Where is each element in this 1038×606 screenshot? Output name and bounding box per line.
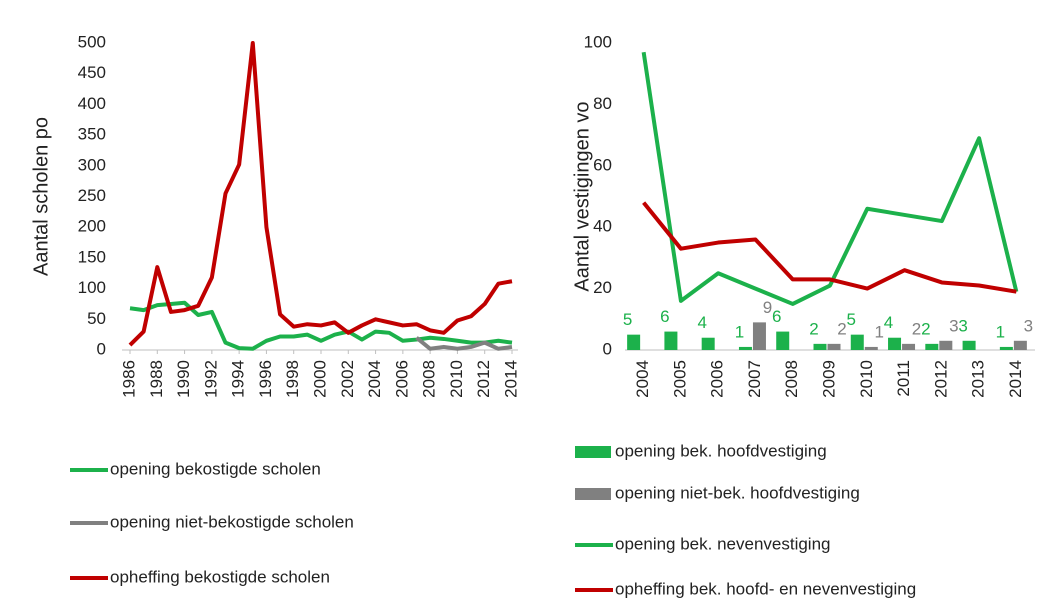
y-tick-label: 100 — [78, 278, 106, 297]
x-tick-label: 1990 — [174, 360, 193, 398]
data-label: 3 — [958, 316, 967, 335]
x-tick-label: 1992 — [201, 360, 220, 398]
bar — [813, 343, 827, 350]
data-label: 2 — [921, 319, 930, 338]
x-tick-label: 2004 — [633, 360, 652, 398]
data-label: 3 — [1024, 316, 1033, 335]
x-tick-label: 2008 — [782, 360, 801, 398]
y-tick-label: 80 — [593, 94, 612, 113]
legend-label: opening niet-bek. hoofdvestiging — [615, 483, 860, 502]
y-tick-label: 200 — [78, 217, 106, 236]
bar — [701, 337, 715, 350]
x-tick-label: 2000 — [310, 360, 329, 398]
data-label: 4 — [884, 313, 893, 332]
line-series — [641, 51, 1019, 306]
x-tick-label: 2008 — [420, 360, 439, 398]
x-tick-label: 2002 — [338, 360, 357, 398]
data-label: 1 — [735, 322, 744, 341]
line-series — [415, 336, 513, 351]
y-tick-label: 350 — [78, 125, 106, 144]
y-tick-label: 50 — [87, 309, 106, 328]
y-tick-label: 0 — [603, 339, 612, 358]
x-tick-label: 2014 — [501, 360, 520, 398]
y-tick-label: 150 — [78, 247, 106, 266]
x-tick-label: 2012 — [474, 360, 493, 398]
bar — [999, 346, 1013, 350]
bar — [850, 334, 864, 350]
legend-label: opening niet-bekostigde scholen — [110, 512, 354, 531]
y-tick-label: 300 — [78, 155, 106, 174]
x-tick-label: 2014 — [1006, 360, 1025, 398]
x-tick-label: 1986 — [119, 360, 138, 398]
bar — [925, 343, 939, 350]
data-label: 2 — [837, 319, 846, 338]
data-label: 1 — [996, 322, 1005, 341]
y-tick-label: 20 — [593, 278, 612, 297]
legend-swatch — [575, 446, 611, 458]
y-tick-label: 100 — [584, 32, 612, 51]
bar — [827, 343, 841, 350]
x-tick-label: 1998 — [283, 360, 302, 398]
data-label: 9 — [763, 298, 772, 317]
x-tick-label: 2004 — [365, 360, 384, 398]
x-tick-label: 1988 — [147, 360, 166, 398]
x-tick-label: 2010 — [857, 360, 876, 398]
x-tick-label: 1994 — [229, 360, 248, 398]
legend-label: opheffing bek. hoofd- en nevenvestiging — [615, 579, 916, 598]
y-axis-label: Aantal scholen po — [30, 117, 52, 276]
legend-label: opening bekostigde scholen — [110, 459, 321, 478]
y-tick-label: 60 — [593, 155, 612, 174]
x-tick-label: 2006 — [708, 360, 727, 398]
legend-swatch — [575, 488, 611, 500]
bar — [888, 337, 902, 350]
data-label: 3 — [949, 316, 958, 335]
x-tick-label: 2009 — [819, 360, 838, 398]
data-label: 1 — [875, 322, 884, 341]
bar — [864, 346, 878, 350]
y-tick-label: 0 — [97, 339, 106, 358]
y-axis-label: Aantal vestigingen vo — [571, 101, 593, 291]
legend-label: opening bek. hoofdvestiging — [615, 441, 827, 460]
data-label: 5 — [847, 310, 856, 329]
bar — [902, 343, 916, 350]
x-tick-label: 1996 — [256, 360, 275, 398]
bar — [1013, 340, 1027, 350]
data-label: 4 — [697, 313, 706, 332]
bar — [627, 334, 641, 350]
bar — [752, 322, 766, 350]
bar — [776, 331, 790, 350]
data-label: 2 — [912, 319, 921, 338]
x-tick-label: 2012 — [931, 360, 950, 398]
y-tick-label: 40 — [593, 217, 612, 236]
line-series — [128, 41, 513, 347]
data-label: 5 — [623, 310, 632, 329]
bar — [962, 340, 976, 350]
x-tick-label: 2006 — [392, 360, 411, 398]
bar — [664, 331, 678, 350]
line-series — [129, 300, 513, 351]
x-tick-label: 2013 — [969, 360, 988, 398]
y-tick-label: 250 — [78, 186, 106, 205]
line-series — [642, 201, 1017, 294]
y-tick-label: 450 — [78, 63, 106, 82]
data-label: 2 — [809, 319, 818, 338]
data-label: 6 — [772, 307, 781, 326]
legend-label: opening bek. nevenvestiging — [615, 534, 831, 553]
bar — [738, 346, 752, 350]
x-tick-label: 2007 — [745, 360, 764, 398]
y-tick-label: 500 — [78, 32, 106, 51]
x-tick-label: 2011 — [894, 360, 913, 397]
legend-label: opheffing bekostigde scholen — [110, 567, 330, 586]
data-label: 6 — [660, 307, 669, 326]
bar — [939, 340, 953, 350]
y-tick-label: 400 — [78, 94, 106, 113]
x-tick-label: 2005 — [670, 360, 689, 398]
x-tick-label: 2010 — [447, 360, 466, 398]
